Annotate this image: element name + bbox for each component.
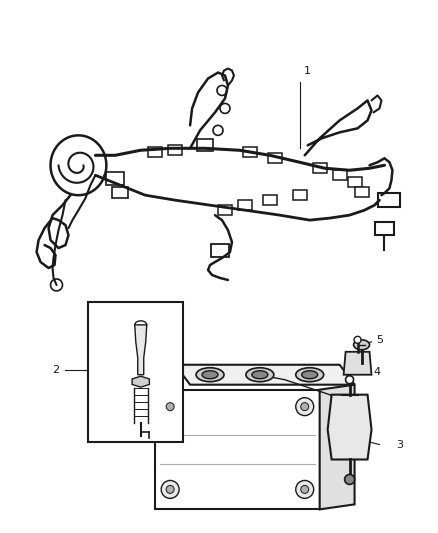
Polygon shape	[132, 376, 149, 387]
Circle shape	[301, 486, 309, 494]
Polygon shape	[175, 365, 355, 385]
Ellipse shape	[202, 371, 218, 379]
Ellipse shape	[252, 371, 268, 379]
Bar	[112, 187, 128, 198]
Circle shape	[213, 125, 223, 135]
Bar	[263, 195, 277, 205]
Polygon shape	[328, 394, 371, 459]
Ellipse shape	[135, 321, 147, 329]
Polygon shape	[320, 385, 355, 510]
Text: 1: 1	[304, 66, 311, 76]
Bar	[378, 193, 400, 207]
Circle shape	[346, 376, 353, 384]
Bar	[293, 190, 307, 200]
Bar	[238, 200, 252, 210]
Ellipse shape	[196, 368, 224, 382]
Bar	[374, 222, 395, 235]
Circle shape	[166, 486, 174, 494]
Bar	[197, 139, 213, 151]
Bar	[355, 187, 368, 197]
Bar	[268, 154, 282, 163]
Bar	[348, 177, 361, 187]
Circle shape	[50, 279, 63, 291]
Bar	[313, 163, 327, 173]
Bar	[168, 146, 182, 155]
Text: 3: 3	[396, 440, 403, 449]
Circle shape	[161, 480, 179, 498]
Circle shape	[220, 103, 230, 114]
Polygon shape	[343, 352, 371, 375]
Ellipse shape	[246, 368, 274, 382]
Bar	[243, 147, 257, 157]
Bar	[211, 244, 229, 256]
Circle shape	[161, 398, 179, 416]
Bar	[218, 205, 232, 215]
Circle shape	[296, 398, 314, 416]
Polygon shape	[135, 325, 147, 375]
Circle shape	[296, 480, 314, 498]
Circle shape	[345, 474, 355, 484]
Text: 5: 5	[376, 335, 383, 345]
Text: 2: 2	[52, 365, 59, 375]
Bar	[88, 302, 183, 441]
Bar	[106, 172, 124, 185]
Circle shape	[301, 402, 309, 410]
Circle shape	[166, 402, 174, 410]
Ellipse shape	[302, 371, 318, 379]
Bar	[332, 170, 346, 180]
Ellipse shape	[353, 340, 370, 350]
Ellipse shape	[296, 368, 324, 382]
Circle shape	[217, 85, 227, 95]
Polygon shape	[155, 390, 320, 510]
Bar	[148, 147, 162, 157]
Circle shape	[354, 336, 361, 343]
Text: 4: 4	[374, 367, 381, 377]
